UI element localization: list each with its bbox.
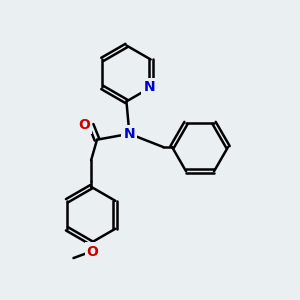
Text: N: N — [143, 80, 155, 94]
Text: O: O — [87, 244, 98, 259]
Text: N: N — [124, 127, 135, 141]
Text: O: O — [78, 118, 90, 132]
